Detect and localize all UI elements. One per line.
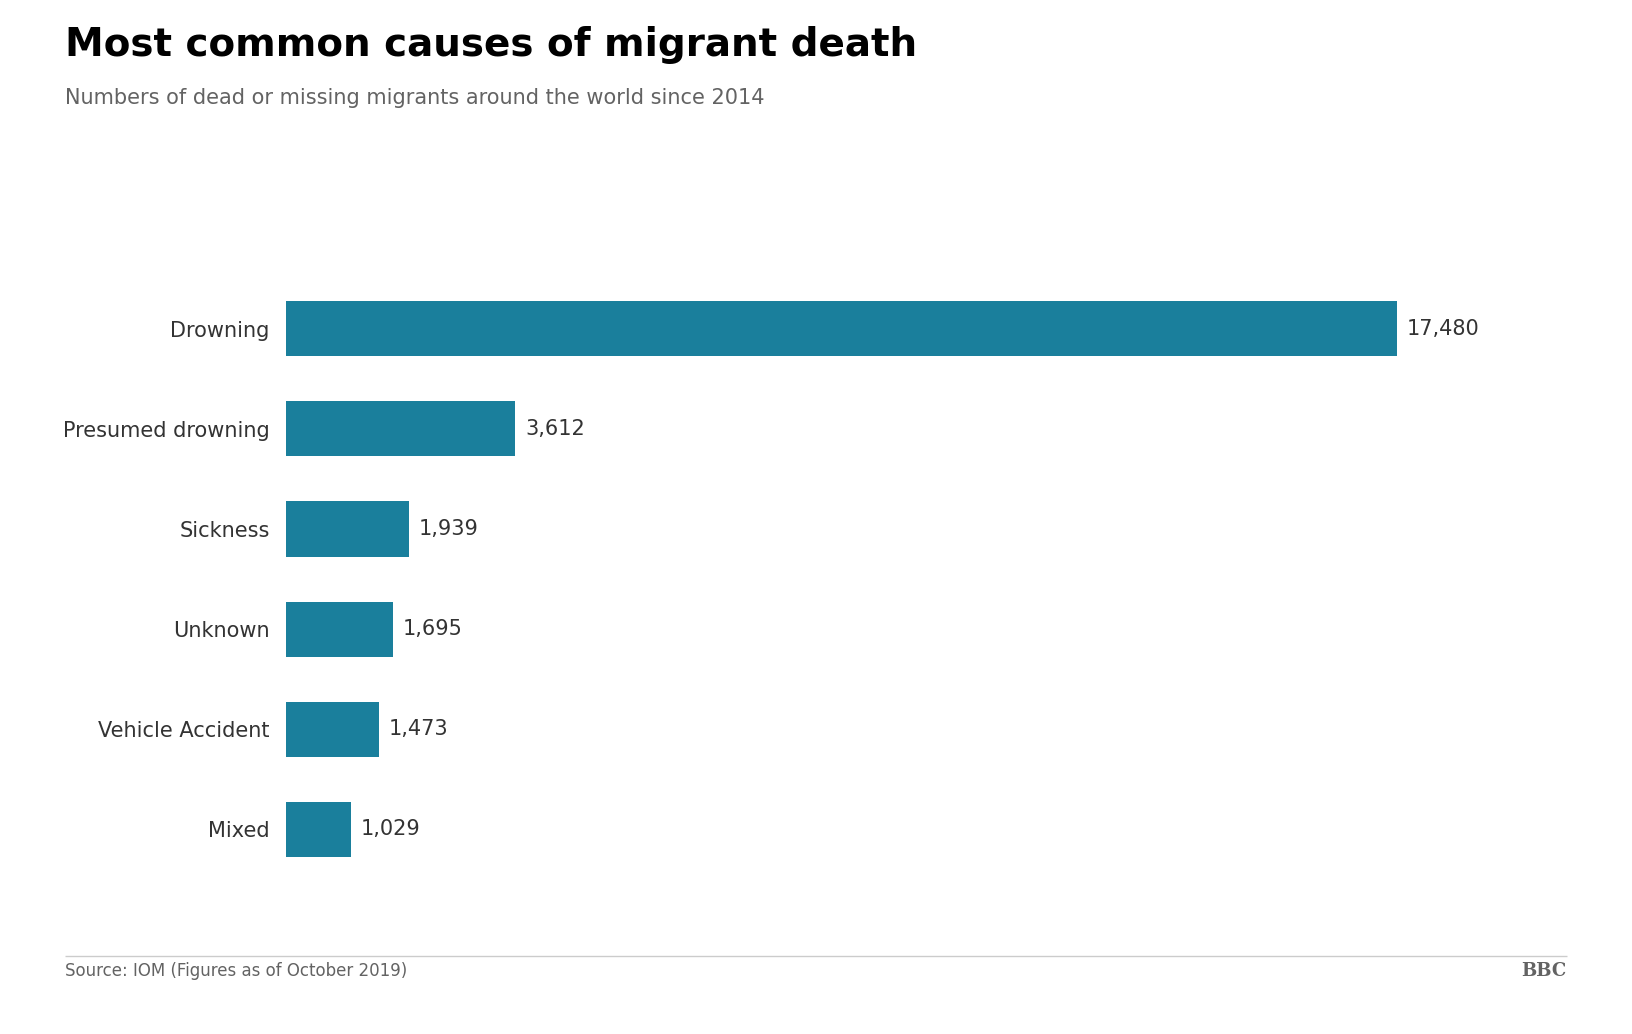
Text: Source: IOM (Figures as of October 2019): Source: IOM (Figures as of October 2019) <box>65 962 408 979</box>
Text: 1,029: 1,029 <box>361 820 421 840</box>
Bar <box>286 501 410 556</box>
Bar <box>286 602 393 657</box>
Bar <box>286 301 1397 356</box>
Bar <box>286 401 516 456</box>
Text: 1,695: 1,695 <box>403 619 463 639</box>
Text: 3,612: 3,612 <box>526 419 584 438</box>
Bar <box>286 802 351 857</box>
Text: 1,473: 1,473 <box>388 720 449 739</box>
Bar <box>286 702 379 757</box>
Text: Numbers of dead or missing migrants around the world since 2014: Numbers of dead or missing migrants arou… <box>65 88 765 108</box>
Text: 1,939: 1,939 <box>418 519 478 539</box>
Text: BBC: BBC <box>1521 962 1567 979</box>
Text: Most common causes of migrant death: Most common causes of migrant death <box>65 26 917 64</box>
Text: 17,480: 17,480 <box>1407 318 1480 338</box>
